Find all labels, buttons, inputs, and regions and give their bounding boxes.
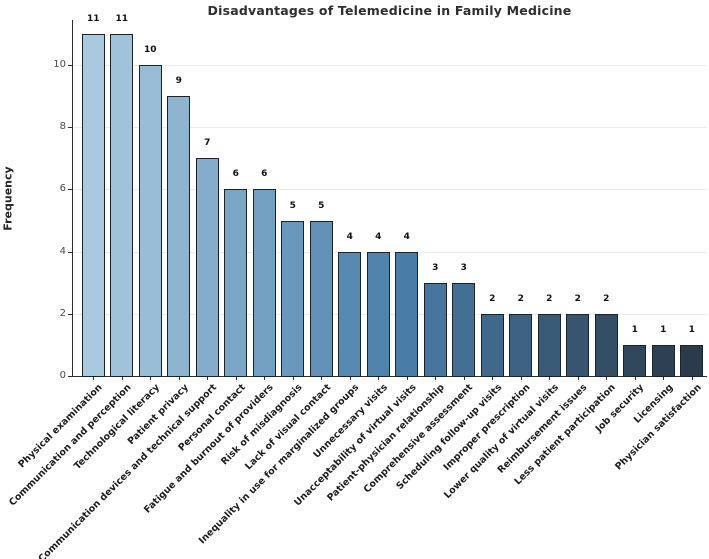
bar-value-label: 5 xyxy=(289,200,296,211)
y-tick-label: 10 xyxy=(53,59,66,71)
x-axis-tick xyxy=(264,377,266,380)
bar xyxy=(594,313,618,377)
bar-value-label: 7 xyxy=(204,138,211,149)
bar-value-label: 4 xyxy=(403,231,410,242)
x-axis-tick xyxy=(463,377,465,380)
x-axis-tick xyxy=(520,377,522,380)
bar-value-label: 5 xyxy=(318,200,325,211)
bar-value-label: 2 xyxy=(574,293,581,304)
bar-value-label: 4 xyxy=(346,231,353,242)
y-axis-tick xyxy=(68,313,72,315)
x-axis-tick xyxy=(150,377,152,380)
gridline xyxy=(73,65,707,67)
y-axis-tick xyxy=(68,251,72,253)
x-axis-tick xyxy=(292,377,294,380)
bar-value-label: 4 xyxy=(375,231,382,242)
gridline xyxy=(73,313,707,315)
bar-value-label: 6 xyxy=(261,169,268,180)
bar-value-label: 11 xyxy=(115,13,129,24)
bar-value-label: 2 xyxy=(489,293,496,304)
bar-value-label: 1 xyxy=(688,324,695,335)
y-tick-label: 0 xyxy=(59,370,66,381)
y-axis-tick xyxy=(68,127,72,129)
x-axis-tick xyxy=(207,377,209,380)
bar xyxy=(224,189,248,377)
y-axis-tick xyxy=(68,189,72,191)
x-axis-tick xyxy=(634,377,636,380)
bar xyxy=(452,282,476,377)
bar-value-label: 3 xyxy=(432,262,439,273)
bar xyxy=(309,220,333,377)
bar xyxy=(338,251,362,377)
bar xyxy=(167,96,191,377)
y-tick-label: 6 xyxy=(59,183,66,195)
bar xyxy=(623,344,647,377)
x-axis-tick xyxy=(606,377,608,380)
bar xyxy=(395,251,419,377)
x-axis-tick xyxy=(235,377,237,380)
y-axis-tick xyxy=(68,65,72,67)
x-axis-tick xyxy=(406,377,408,380)
bar-value-label: 2 xyxy=(546,293,553,304)
gridline xyxy=(73,127,707,129)
chart-title: Disadvantages of Telemedicine in Family … xyxy=(207,3,572,18)
x-axis-tick xyxy=(492,377,494,380)
y-tick-label: 8 xyxy=(59,121,66,133)
x-axis-tick xyxy=(321,377,323,380)
bar-value-label: 6 xyxy=(232,169,239,180)
y-tick-label: 2 xyxy=(59,307,66,319)
bar-value-label: 10 xyxy=(143,45,157,56)
bar-value-label: 11 xyxy=(86,13,100,24)
bar-value-label: 9 xyxy=(175,76,182,87)
x-axis-tick xyxy=(378,377,380,380)
bar-value-label: 2 xyxy=(517,293,524,304)
x-axis-tick xyxy=(435,377,437,380)
bar xyxy=(81,33,105,377)
x-axis-tick xyxy=(691,377,693,380)
y-axis-tick xyxy=(68,376,72,377)
bar-value-label: 2 xyxy=(603,293,610,304)
gridline xyxy=(73,189,707,191)
bar xyxy=(110,33,134,377)
bar xyxy=(509,313,533,377)
x-axis-tick xyxy=(93,377,95,380)
bar xyxy=(537,313,561,377)
bar xyxy=(281,220,305,377)
y-axis-label: Frequency xyxy=(1,166,15,231)
y-axis-spine xyxy=(72,20,73,377)
x-axis-tick xyxy=(349,377,351,380)
x-axis-tick xyxy=(663,377,665,380)
bar xyxy=(423,282,447,377)
x-axis-tick xyxy=(549,377,551,380)
bar xyxy=(138,65,162,377)
bar xyxy=(252,189,276,377)
bar xyxy=(651,344,675,377)
x-axis-tick xyxy=(178,377,180,380)
x-axis-tick xyxy=(121,377,123,380)
bar xyxy=(680,344,704,377)
bar-value-label: 3 xyxy=(460,262,467,273)
y-tick-label: 4 xyxy=(59,245,66,257)
x-axis-tick xyxy=(577,377,579,380)
gridline xyxy=(73,251,707,253)
bar xyxy=(566,313,590,377)
bar xyxy=(366,251,390,377)
bar xyxy=(480,313,504,377)
bar-value-label: 1 xyxy=(660,324,667,335)
bar-value-label: 1 xyxy=(631,324,638,335)
bar xyxy=(195,158,219,377)
